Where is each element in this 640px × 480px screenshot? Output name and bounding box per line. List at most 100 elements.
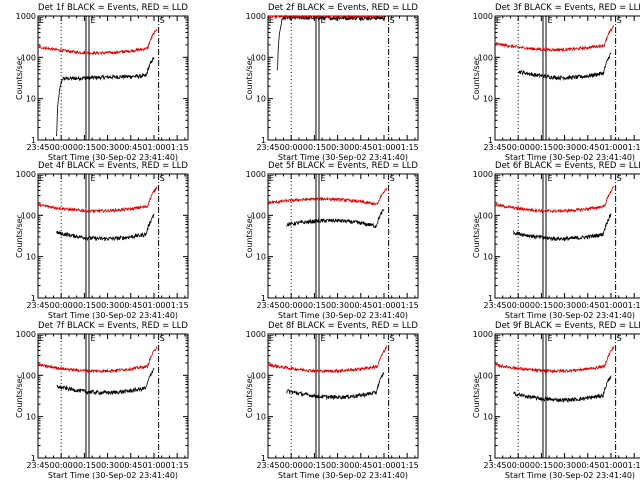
- chart-title: Det 7f BLACK = Events, RED = LLD: [38, 321, 188, 331]
- x-tick-label: 23:45: [483, 143, 506, 152]
- chart-panel-4: Det 4f BLACK = Events, RED = LLD 1 10 100 10…: [15, 161, 189, 320]
- x-tick-label: 01:00: [142, 461, 165, 470]
- plot-frame: [267, 173, 419, 299]
- y-tick-label: 1: [488, 294, 493, 303]
- marker-letter: E: [547, 174, 552, 183]
- x-tick-label: 01:15: [396, 301, 419, 310]
- series-lld-line: [494, 185, 615, 214]
- x-tick-label: 00:15: [303, 301, 326, 310]
- x-tick-label: 00:15: [530, 301, 553, 310]
- y-tick-label: 1: [488, 136, 493, 145]
- chart-panel-3: Det 3f BLACK = Events, RED = LLD 1 10 100 10…: [472, 3, 640, 162]
- y-tick-label: 10: [256, 95, 266, 104]
- x-tick-label: 00:00: [280, 301, 303, 310]
- x-tick-label: 00:45: [349, 461, 372, 470]
- marker-letter: E: [496, 174, 501, 183]
- y-tick-label: 1000: [246, 170, 266, 179]
- y-tick-label: 10: [483, 413, 493, 422]
- x-tick-label: 00:15: [303, 143, 326, 152]
- plot-frame: [494, 15, 640, 141]
- y-tick-label: 100: [21, 211, 36, 220]
- chart-title: Det 4f BLACK = Events, RED = LLD: [38, 161, 188, 171]
- marker-letter: E: [90, 16, 95, 25]
- x-tick-label: 00:00: [507, 461, 530, 470]
- x-tick-label: 00:30: [326, 461, 349, 470]
- y-tick-label: 100: [21, 371, 36, 380]
- series-lld-line: [37, 28, 158, 56]
- series-events-line: [276, 15, 386, 71]
- y-tick-label: 10: [26, 95, 36, 104]
- chart-title: Det 5f BLACK = Events, RED = LLD: [268, 161, 418, 171]
- marker-letter: E: [320, 334, 325, 343]
- x-tick-label: 00:45: [349, 143, 372, 152]
- plot-frame: [267, 333, 419, 459]
- y-tick-label: 1000: [473, 330, 493, 339]
- x-tick-label: 01:00: [599, 461, 622, 470]
- marker-letter: S: [390, 174, 395, 183]
- marker-letter: E: [269, 334, 274, 343]
- x-axis-label: Start Time (30-Sep-02 23:41:40): [505, 311, 635, 320]
- x-tick-label: 01:15: [623, 301, 640, 310]
- plot-frame: [494, 173, 640, 299]
- y-axis-label: Counts/sec: [472, 56, 481, 100]
- chart-panel-7: Det 7f BLACK = Events, RED = LLD 1 10 100 10…: [15, 321, 189, 480]
- x-tick-label: 00:30: [553, 143, 576, 152]
- x-tick-label: 00:00: [280, 143, 303, 152]
- y-tick-label: 1: [31, 454, 36, 463]
- y-tick-label: 10: [483, 253, 493, 262]
- marker-letter: S: [617, 174, 622, 183]
- x-tick-label: 00:30: [96, 461, 119, 470]
- x-tick-label: 23:45: [483, 301, 506, 310]
- plot-frame: [267, 15, 419, 141]
- x-axis-label: Start Time (30-Sep-02 23:41:40): [278, 153, 408, 162]
- marker-letter: E: [320, 174, 325, 183]
- marker-letter: E: [39, 334, 44, 343]
- chart-panel-8: Det 8f BLACK = Events, RED = LLD 1 10 100 10…: [245, 321, 419, 480]
- x-tick-label: 00:00: [50, 301, 73, 310]
- marker-letter: E: [496, 16, 501, 25]
- y-tick-label: 100: [478, 211, 493, 220]
- y-tick-label: 1000: [16, 170, 36, 179]
- marker-letter: E: [39, 174, 44, 183]
- x-tick-label: 00:30: [326, 301, 349, 310]
- x-tick-label: 00:45: [119, 143, 142, 152]
- chart-title: Det 2f BLACK = Events, RED = LLD: [268, 3, 418, 13]
- x-tick-label: 01:15: [396, 143, 419, 152]
- x-tick-label: 00:15: [73, 143, 96, 152]
- marker-letter: S: [160, 16, 165, 25]
- x-tick-label: 01:00: [142, 301, 165, 310]
- y-tick-label: 100: [478, 371, 493, 380]
- x-axis-label: Start Time (30-Sep-02 23:41:40): [48, 311, 178, 320]
- marker-letter: E: [320, 16, 325, 25]
- x-tick-label: 00:00: [507, 143, 530, 152]
- y-tick-label: 1: [261, 294, 266, 303]
- x-tick-label: 23:45: [26, 461, 49, 470]
- chart-title: Det 6f BLACK = Events, RED = LLD: [495, 161, 640, 171]
- x-tick-label: 00:00: [50, 143, 73, 152]
- x-tick-label: 01:15: [623, 461, 640, 470]
- x-tick-label: 00:15: [73, 301, 96, 310]
- x-tick-label: 23:45: [26, 301, 49, 310]
- series-events-line: [513, 375, 612, 404]
- y-tick-label: 10: [26, 253, 36, 262]
- series-lld-line: [37, 186, 158, 214]
- series-events-line: [286, 372, 385, 401]
- chart-title: Det 9f BLACK = Events, RED = LLD: [495, 321, 640, 331]
- marker-letter: E: [547, 16, 552, 25]
- x-tick-label: 01:00: [372, 461, 395, 470]
- marker-letter: E: [269, 174, 274, 183]
- x-tick-label: 01:15: [623, 143, 640, 152]
- y-axis-label: Counts/sec: [15, 374, 24, 418]
- series-events-line: [518, 52, 612, 81]
- x-tick-label: 00:00: [50, 461, 73, 470]
- y-tick-label: 100: [251, 371, 266, 380]
- plot-frame: [37, 15, 189, 141]
- series-lld-line: [37, 345, 158, 374]
- chart-title: Det 3f BLACK = Events, RED = LLD: [495, 3, 640, 13]
- marker-letter: E: [496, 334, 501, 343]
- x-tick-label: 01:00: [142, 143, 165, 152]
- x-tick-label: 00:30: [553, 461, 576, 470]
- series-events-line: [513, 213, 612, 242]
- x-axis-label: Start Time (30-Sep-02 23:41:40): [48, 153, 178, 162]
- x-tick-label: 01:00: [599, 301, 622, 310]
